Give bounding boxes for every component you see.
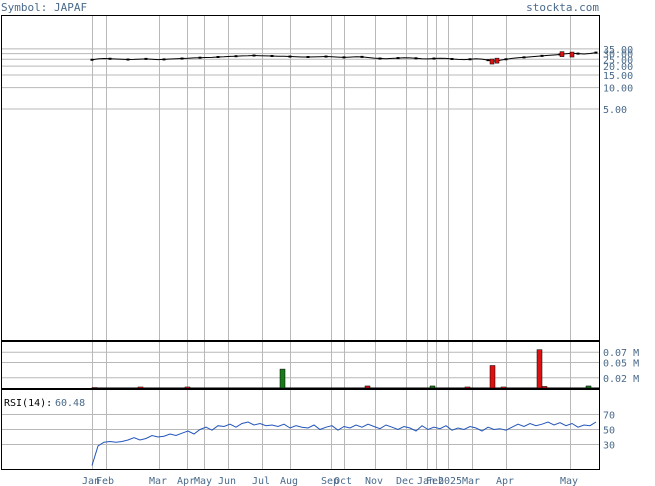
price-candle [288, 55, 292, 58]
x-tick-label: Mar [149, 476, 167, 486]
price-candle-down [569, 51, 575, 58]
price-candle [306, 56, 310, 59]
price-candle [108, 57, 112, 60]
rsi-tick-label: 50 [603, 425, 615, 436]
rsi-tick-label: 70 [603, 410, 615, 421]
price-tick-label: 10.00 [603, 84, 633, 95]
price-candle [522, 56, 526, 59]
x-tick-label: 2025 [438, 476, 462, 486]
symbol-label: Symbol: JAPAF [1, 1, 87, 14]
x-tick-label: May [560, 476, 578, 486]
rsi-line [91, 421, 597, 466]
price-candle [504, 58, 508, 61]
price-candle [180, 57, 184, 60]
volume-tick-label: 0.07 M [603, 348, 639, 359]
rsi-current-value: 60.48 [55, 398, 85, 409]
price-candle [468, 58, 472, 61]
price-tick-label: 30.00 [603, 50, 633, 61]
volume-bar [364, 385, 371, 389]
price-candle [594, 51, 598, 54]
x-tick-label: Jan [417, 476, 435, 486]
price-tick-label: 25.00 [603, 55, 633, 66]
price-candle-down [494, 57, 500, 64]
price-candle [432, 57, 436, 60]
rsi-plot [91, 421, 597, 466]
x-tick-label: Apr [177, 476, 195, 486]
x-tick-label: Aug [280, 476, 298, 486]
price-panel-frame [1, 15, 600, 341]
price-candle [486, 59, 490, 62]
price-candle [216, 56, 220, 59]
price-candle [342, 56, 346, 59]
x-tick-label: Feb [96, 476, 114, 486]
volume-bar [489, 365, 496, 389]
x-tick-label: May [194, 476, 212, 486]
price-candle [270, 54, 274, 57]
price-tick-label: 35.00 [603, 45, 633, 56]
x-tick-label: Jul [252, 476, 270, 486]
price-tick-label: 15.00 [603, 71, 633, 82]
price-candle-down [489, 58, 495, 65]
price-candle [450, 58, 454, 61]
volume-plot [91, 349, 599, 390]
price-candle [162, 58, 166, 61]
price-candle [198, 56, 202, 59]
x-tick-label: Dec [396, 476, 414, 486]
price-candle [540, 54, 544, 57]
rsi-panel-frame [1, 389, 600, 470]
rsi-title: RSI(14): [4, 398, 52, 409]
volume-bar [541, 386, 548, 389]
volume-bar [279, 368, 286, 389]
x-tick-label: Sep [321, 476, 339, 486]
price-candle [90, 58, 94, 61]
x-tick-label: Feb [426, 476, 444, 486]
volume-panel-frame [1, 341, 600, 389]
price-candle [576, 52, 580, 55]
volume-tick-label: 0.02 M [603, 374, 639, 385]
x-tick-label: Nov [365, 476, 383, 486]
rsi-tick-label: 30 [603, 440, 615, 451]
price-candle [126, 58, 130, 61]
price-tick-label: 5.00 [603, 105, 627, 116]
price-candle [252, 54, 256, 57]
price-candle [396, 57, 400, 60]
x-tick-label: Jan [82, 476, 100, 486]
price-candle [144, 57, 148, 60]
price-candle [234, 55, 238, 58]
volume-bar [429, 385, 436, 389]
price-plot [90, 51, 598, 65]
price-candle [360, 55, 364, 58]
price-candle [324, 55, 328, 58]
x-tick-label: Apr [496, 476, 514, 486]
volume-bar [536, 349, 543, 389]
price-candle [378, 57, 382, 60]
site-label: stockta.com [526, 1, 599, 14]
x-tick-label: Oct [334, 476, 352, 486]
price-candle-down [559, 51, 565, 57]
x-tick-label: Jun [218, 476, 236, 486]
volume-bar [585, 385, 592, 389]
volume-tick-label: 0.05 M [603, 358, 639, 369]
x-tick-label: Mar [462, 476, 480, 486]
price-candle [414, 57, 418, 60]
price-tick-label: 20.00 [603, 62, 633, 73]
